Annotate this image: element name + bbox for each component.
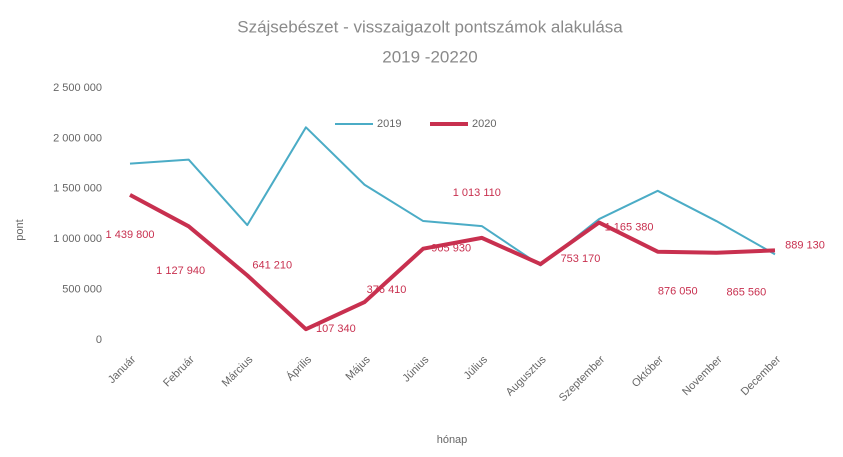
x-tick-label: Január: [106, 353, 139, 386]
data-label: 876 050: [658, 286, 698, 298]
x-axis-label: hónap: [437, 434, 468, 446]
x-tick-label: Március: [220, 353, 256, 389]
x-tick-label: December: [739, 353, 784, 398]
y-tick-label: 1 500 000: [53, 183, 102, 195]
chart-title: Szájsebészet - visszaigazolt pontszámok …: [237, 17, 623, 36]
data-label: 107 340: [316, 323, 356, 335]
x-tick-label: Április: [284, 353, 315, 384]
data-label: 1 013 110: [453, 187, 501, 199]
x-tick-label: Május: [343, 353, 373, 383]
legend-label: 2019: [377, 118, 401, 130]
line-2020: [129, 193, 776, 332]
line-2019: [129, 126, 776, 267]
data-label: 1 127 940: [156, 265, 205, 277]
legend-label: 2020: [472, 118, 496, 130]
x-tick-label: Október: [630, 353, 666, 389]
y-tick-label: 500 000: [62, 284, 102, 296]
data-label: 865 560: [726, 287, 766, 299]
y-tick-label: 2 500 000: [53, 82, 102, 94]
x-tick-label: Augusztus: [504, 353, 549, 398]
y-tick-label: 1 000 000: [53, 233, 102, 245]
data-label: 753 170: [561, 253, 601, 265]
x-tick-label: Szeptember: [557, 353, 608, 404]
data-label: 641 210: [252, 259, 292, 271]
x-tick-label: Február: [161, 353, 197, 389]
data-label: 1 165 380: [605, 221, 654, 233]
data-label: 376 410: [367, 284, 407, 296]
y-tick-label: 2 000 000: [53, 132, 102, 144]
y-axis-label: pont: [14, 219, 26, 240]
data-label: 905 930: [431, 243, 471, 255]
x-tick-label: Július: [462, 353, 491, 382]
y-tick-label: 0: [96, 334, 102, 346]
x-tick-label: Június: [400, 353, 431, 384]
data-label: 889 130: [785, 239, 825, 251]
x-tick-label: November: [680, 353, 725, 398]
data-label: 1 439 800: [106, 229, 155, 241]
chart-subtitle: 2019 -20220: [382, 47, 477, 66]
